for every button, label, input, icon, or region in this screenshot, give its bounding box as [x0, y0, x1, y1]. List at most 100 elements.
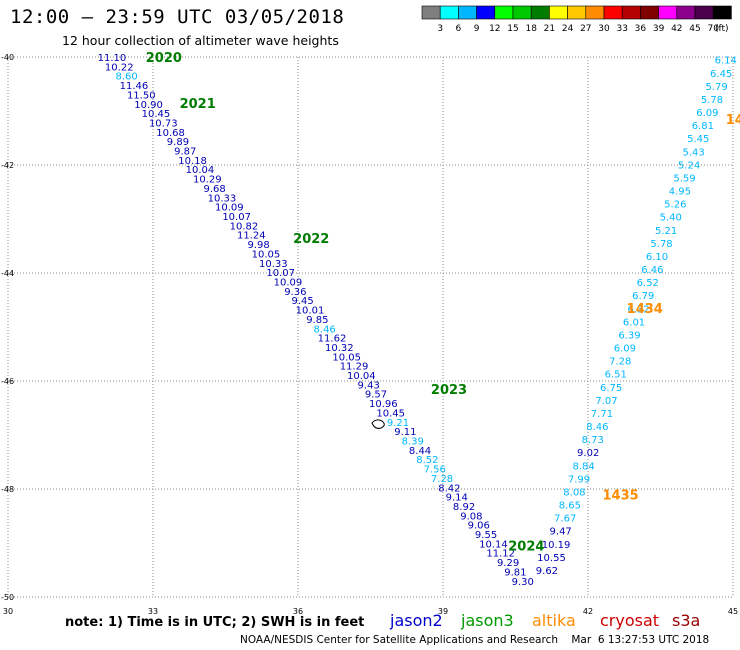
color-scale-legend: 3 6 9 12 15 18 21 24 27 30 33 36 39 42 45 70(ft) [421, 5, 732, 34]
track-b-value: 6.10 [646, 252, 668, 263]
track-b-value: 5.79 [705, 82, 727, 93]
hour-label: 1434 [627, 302, 663, 317]
track-a-value: 10.96 [369, 399, 398, 410]
track-a-value: 9.43 [358, 380, 380, 391]
y-tick-label: -42 [1, 161, 14, 170]
y-tick-label: -46 [1, 377, 14, 386]
track-b-value: 8.46 [586, 422, 608, 433]
track-a-value: 9.98 [248, 240, 270, 251]
track-b-value: 10.55 [537, 553, 566, 564]
legend-swatch [603, 5, 623, 20]
track-a-value: 10.01 [296, 306, 325, 317]
track-b-value: 5.26 [664, 200, 686, 211]
satellite-name-cryosat: cryosat [600, 611, 659, 630]
track-a-value: 10.14 [479, 539, 508, 550]
track-a-value: 11.46 [120, 81, 149, 92]
track-a-value: 10.73 [149, 118, 178, 129]
legend-swatch [694, 5, 714, 20]
track-a-value: 8.42 [438, 483, 460, 494]
legend-swatch [476, 5, 496, 20]
legend-swatch [512, 5, 532, 20]
track-a-value: 10.22 [105, 62, 134, 73]
track-b-value: 6.09 [696, 108, 718, 119]
legend-swatch [621, 5, 641, 20]
y-tick-label: -44 [1, 269, 14, 278]
track-a-value: 9.85 [306, 315, 328, 326]
map-grid [7, 56, 734, 598]
track-a-value: 8.60 [115, 72, 137, 83]
satellite-name-jason3: jason3 [460, 611, 514, 630]
track-a-value: 9.81 [504, 567, 526, 578]
y-tick-label: -40 [1, 53, 14, 62]
track-b-value: 9.47 [550, 527, 572, 538]
satellite-name-altika: altika [532, 611, 576, 630]
legend-tick-label: 45 [689, 24, 700, 34]
legend-swatch [567, 5, 587, 20]
legend-tick-label: 70 [707, 24, 719, 34]
track-a-value: 8.39 [402, 436, 424, 447]
axis-ticks: 30 33 36 39 42 45 -40 -42 -44 -46 -48 -50 [1, 53, 738, 616]
legend-unit: (ft) [715, 24, 729, 34]
track-b-value: 5.78 [701, 95, 723, 106]
x-tick-label: 30 [3, 607, 13, 616]
track-a-value: 11.50 [127, 90, 156, 101]
track-a-value: 9.11 [394, 427, 416, 438]
track-a-value: 9.89 [167, 137, 189, 148]
track-a-value: 10.29 [193, 175, 222, 186]
track-a-value: 10.90 [134, 100, 163, 111]
track-b-value: 5.21 [655, 226, 677, 237]
track-a-value: 10.07 [222, 212, 251, 223]
track-b-value: 6.09 [614, 344, 636, 355]
legend-tick-label: 21 [544, 24, 555, 34]
legend-tick-label: 6 [456, 24, 462, 34]
track-a-value: 10.05 [332, 352, 361, 363]
hour-label: 14 [726, 113, 740, 128]
legend-swatch [439, 5, 459, 20]
x-tick-label: 36 [293, 607, 303, 616]
track-b-value: 6.52 [637, 278, 659, 289]
track-a-value: 10.82 [230, 221, 259, 232]
hour-label: 2024 [508, 540, 544, 555]
track-b-value: 7.67 [554, 514, 576, 525]
legend-tick-label: 33 [616, 24, 627, 34]
track-a-value: 10.04 [186, 165, 215, 176]
track-a-value: 9.55 [475, 530, 497, 541]
track-a-value: 9.57 [365, 390, 387, 401]
note-text: note: 1) Time is in UTC; 2) SWH is in fe… [65, 615, 364, 630]
track-b-value: 6.14 [715, 56, 737, 67]
track-b-value: 6.81 [692, 121, 714, 132]
track-a-value: 10.05 [252, 249, 281, 260]
track-a-value: 10.18 [178, 156, 207, 167]
track-a-value: 10.33 [208, 193, 237, 204]
track-a-value: 7.56 [424, 465, 446, 476]
island-outline [371, 419, 385, 429]
legend-swatch [458, 5, 477, 20]
track-b-value: 6.39 [618, 330, 640, 341]
track-b-value: 5.24 [678, 160, 700, 171]
legend-tick-label: 39 [653, 24, 665, 34]
track-b-value: 8.08 [563, 487, 585, 498]
track-b-value: 6.01 [623, 317, 645, 328]
track-a-value: 9.08 [460, 511, 482, 522]
footer-credit: NOAA/NESDIS Center for Satellite Applica… [240, 634, 710, 646]
track-a-value: 9.14 [446, 493, 468, 504]
legend-swatch [549, 5, 568, 20]
legend-tick-label: 3 [437, 24, 443, 34]
hour-label: 2021 [180, 97, 216, 112]
track-b-value: 6.46 [641, 265, 663, 276]
legend-swatch [712, 5, 732, 20]
track-a-value: 11.12 [486, 549, 515, 560]
track-b-value: 10.19 [542, 540, 571, 551]
legend-swatch [494, 5, 514, 20]
legend-swatch [676, 5, 696, 20]
track-b-value: 9.62 [536, 566, 558, 577]
track-a-value: 9.30 [512, 577, 534, 588]
track-a-value: 9.87 [174, 147, 196, 158]
track-a-value: 10.45 [142, 109, 171, 120]
track-b-value: 9.02 [577, 448, 599, 459]
legend-tick-label: 30 [598, 24, 610, 34]
track-b-value: 4.95 [669, 187, 691, 198]
page-title: 12:00 – 23:59 UTC 03/05/2018 [10, 6, 345, 28]
satellite-name-s3a: s3a [672, 611, 700, 630]
